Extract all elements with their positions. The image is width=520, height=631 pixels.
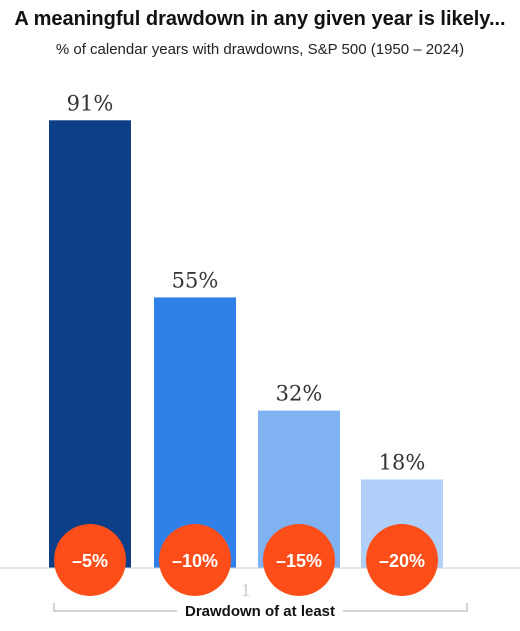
category-label-10: –10% bbox=[172, 551, 218, 571]
chart-title: A meaningful drawdown in any given year … bbox=[14, 8, 506, 30]
xaxis-label: Drawdown of at least bbox=[176, 603, 344, 620]
value-label-20: 18% bbox=[379, 450, 426, 474]
value-labels-group: 91% 55% 32% 18% bbox=[67, 91, 426, 474]
category-badge-5 bbox=[54, 524, 126, 596]
stray-tick-mark: 1 bbox=[241, 581, 251, 600]
category-label-20: –20% bbox=[379, 551, 425, 571]
category-badge-15 bbox=[263, 524, 335, 596]
category-badges-group: –5% –10% –15% –20% bbox=[54, 524, 438, 596]
category-badge-20 bbox=[366, 524, 438, 596]
category-badge-10 bbox=[159, 524, 231, 596]
value-label-5: 91% bbox=[67, 91, 114, 115]
xaxis-label-container: Drawdown of at least bbox=[0, 603, 520, 621]
bars-group bbox=[49, 120, 443, 568]
bar-10 bbox=[154, 297, 236, 568]
chart-subtitle: % of calendar years with drawdowns, S&P … bbox=[55, 41, 465, 58]
category-label-15: –15% bbox=[276, 551, 322, 571]
bar-5 bbox=[49, 120, 131, 568]
value-label-10: 55% bbox=[172, 268, 219, 292]
category-label-5: –5% bbox=[72, 551, 108, 571]
value-label-15: 32% bbox=[276, 382, 323, 406]
